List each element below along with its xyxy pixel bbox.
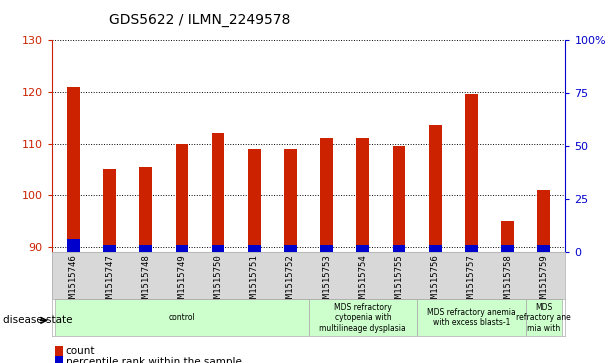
Bar bbox=[212, 245, 224, 252]
Bar bbox=[356, 245, 369, 252]
Bar bbox=[417, 299, 526, 336]
Text: GSM1515748: GSM1515748 bbox=[141, 254, 150, 308]
Text: GSM1515754: GSM1515754 bbox=[358, 254, 367, 308]
Text: GDS5622 / ILMN_2249578: GDS5622 / ILMN_2249578 bbox=[109, 13, 291, 27]
Text: GSM1515746: GSM1515746 bbox=[69, 254, 78, 308]
Text: MDS refractory anemia
with excess blasts-1: MDS refractory anemia with excess blasts… bbox=[427, 308, 516, 327]
Bar bbox=[320, 138, 333, 252]
Text: GSM1515749: GSM1515749 bbox=[178, 254, 187, 308]
Text: GSM1515752: GSM1515752 bbox=[286, 254, 295, 308]
Bar bbox=[103, 245, 116, 252]
Bar bbox=[356, 138, 369, 252]
Text: GSM1515759: GSM1515759 bbox=[539, 254, 548, 308]
Text: GSM1515751: GSM1515751 bbox=[250, 254, 259, 308]
Bar bbox=[176, 245, 188, 252]
Text: GSM1515756: GSM1515756 bbox=[430, 254, 440, 308]
Bar bbox=[526, 299, 562, 336]
Bar bbox=[501, 221, 514, 252]
Bar bbox=[67, 239, 80, 252]
Text: MDS refractory
cytopenia with
multilineage dysplasia: MDS refractory cytopenia with multilinea… bbox=[319, 303, 406, 333]
Bar bbox=[248, 245, 261, 252]
Bar bbox=[139, 167, 152, 252]
Text: percentile rank within the sample: percentile rank within the sample bbox=[66, 356, 241, 363]
Bar bbox=[320, 245, 333, 252]
Bar bbox=[429, 125, 441, 252]
Bar bbox=[393, 146, 406, 252]
Bar bbox=[103, 170, 116, 252]
Text: GSM1515755: GSM1515755 bbox=[395, 254, 404, 308]
Text: GSM1515747: GSM1515747 bbox=[105, 254, 114, 308]
Bar bbox=[465, 94, 478, 252]
Text: GSM1515753: GSM1515753 bbox=[322, 254, 331, 308]
Text: GSM1515750: GSM1515750 bbox=[213, 254, 223, 308]
Bar bbox=[429, 245, 441, 252]
Bar bbox=[308, 299, 417, 336]
Bar bbox=[284, 245, 297, 252]
Bar bbox=[465, 245, 478, 252]
Bar bbox=[139, 245, 152, 252]
Bar bbox=[537, 190, 550, 252]
Text: GSM1515758: GSM1515758 bbox=[503, 254, 512, 308]
Text: count: count bbox=[66, 346, 95, 356]
Bar bbox=[67, 86, 80, 252]
Bar bbox=[212, 133, 224, 252]
Bar bbox=[176, 143, 188, 252]
Text: MDS
refractory ane
mia with: MDS refractory ane mia with bbox=[516, 303, 571, 333]
Bar bbox=[284, 149, 297, 252]
Text: control: control bbox=[168, 313, 195, 322]
Bar bbox=[248, 149, 261, 252]
Text: disease state: disease state bbox=[3, 315, 72, 325]
Text: GSM1515757: GSM1515757 bbox=[467, 254, 476, 308]
Bar bbox=[537, 245, 550, 252]
Bar bbox=[501, 245, 514, 252]
Bar bbox=[393, 245, 406, 252]
Bar bbox=[55, 299, 308, 336]
